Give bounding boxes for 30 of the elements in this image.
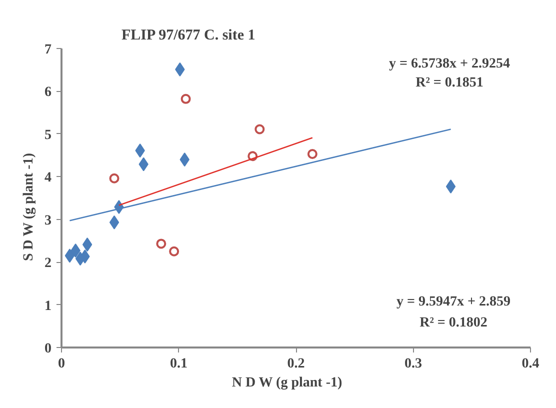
x-tick-label: 0.1 (170, 356, 188, 372)
annotation: y = 6.5738x + 2.9254 (389, 56, 510, 72)
point (109, 173, 120, 184)
point (446, 179, 456, 194)
chart-title: FLIP 97/677 C. site 1 (122, 28, 256, 44)
annotation: R² = 0.1802 (420, 316, 488, 330)
point (169, 246, 180, 256)
y-tick-label: 5 (44, 128, 52, 143)
y-tick-label: 7 (44, 42, 52, 58)
point (254, 124, 265, 134)
point (82, 238, 92, 252)
y-tick-label: 1 (44, 298, 52, 314)
annotation: y = 9.5947x + 2.859 (396, 294, 510, 310)
x-tick-label: 0 (58, 356, 65, 372)
y-axis-title: S D W (g plant -1) (22, 152, 36, 262)
y-tick-label: 4 (44, 170, 52, 186)
y-tick-label: 2 (44, 256, 52, 272)
point (180, 94, 191, 104)
point (109, 215, 120, 230)
point (156, 238, 166, 249)
y-tick-label: 0 (44, 342, 52, 356)
x-tick-label: 0.2 (287, 356, 305, 372)
point (307, 149, 318, 159)
y-tick-label: 6 (44, 85, 52, 100)
point (64, 248, 75, 263)
x-tick-label: 0.3 (404, 356, 422, 372)
x-axis-title: N D W (g plant -1) (232, 376, 342, 390)
annotation: R² = 0.1851 (416, 76, 484, 90)
x-tick-label: 0.4 (522, 356, 540, 372)
y-tick-label: 3 (44, 213, 52, 228)
